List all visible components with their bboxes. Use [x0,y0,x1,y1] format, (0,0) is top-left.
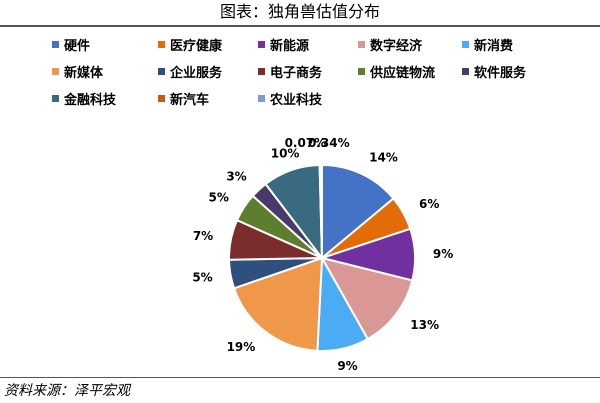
slice-data-label: 3% [226,169,246,183]
legend-swatch [462,67,469,75]
legend-swatch [258,94,265,102]
legend-swatch [158,94,165,102]
legend-label: 农业科技 [270,92,323,108]
legend-item: 软件服务 [462,62,527,81]
legend-label: 新消费 [474,38,514,54]
slice-data-label: 14% [369,151,398,165]
legend-label: 新能源 [270,38,310,54]
slice-data-label: 0.34% [308,136,350,150]
legend-item: 医疗健康 [158,35,223,54]
pie-chart: 14% 6% 9% 13% 9% 19% 5% 7% 5% 3% 10%0.07%0.34% [192,136,453,373]
legend-label: 企业服务 [170,65,223,81]
legend-label: 新汽车 [170,92,210,108]
legend: 硬件 医疗健康 新能源 数字经济 新消费新媒体 企业服务 电子商务 供应链物流 软件服务金融科技… [0,0,600,120]
legend-swatch [358,67,365,75]
slice-data-label: 10% [271,146,300,160]
pie-slice [318,163,323,259]
slice-data-label: 19% [227,340,256,354]
legend-item: 数字经济 [358,35,423,54]
legend-label: 软件服务 [474,65,527,81]
legend-label: 电子商务 [270,65,323,81]
legend-label: 新媒体 [64,65,104,81]
legend-item: 供应链物流 [358,62,436,81]
legend-swatch [258,40,265,48]
legend-label: 硬件 [64,38,91,54]
legend-item: 金融科技 [52,89,117,108]
slice-data-label: 5% [209,191,229,205]
legend-swatch [358,40,365,48]
source-note: 资料来源：泽平宏观 [4,383,130,399]
legend-item: 企业服务 [158,62,223,81]
legend-label: 数字经济 [370,38,423,54]
pie-slice [319,256,414,341]
chart-title: 图表：独角兽估值分布 [219,2,380,21]
slice-data-label: 9% [433,247,453,261]
pie-slice [321,163,395,261]
legend-swatch [462,40,469,48]
legend-label: 金融科技 [64,92,117,108]
legend-item: 电子商务 [258,62,323,81]
slice-data-label: 7% [193,229,213,243]
legend-swatch [258,67,265,75]
legend-label: 医疗健康 [170,38,223,54]
legend-item: 新消费 [462,35,514,54]
slice-data-label: 5% [192,270,212,284]
legend-label: 供应链物流 [370,65,436,81]
legend-swatch [52,67,59,75]
source-rule [0,377,600,378]
title-rule [0,25,600,27]
legend-item: 新汽车 [158,89,210,108]
legend-item: 硬件 [52,35,91,54]
legend-swatch [52,40,59,48]
legend-swatch [52,94,59,102]
legend-item: 农业科技 [258,89,323,108]
slice-data-label: 6% [419,197,439,211]
slice-data-label: 0.07% [285,136,327,150]
legend-swatch [158,67,165,75]
legend-item: 新媒体 [52,62,104,81]
legend-item: 新能源 [258,35,310,54]
slice-data-label: 13% [410,318,439,332]
slice-data-label: 9% [337,359,357,373]
legend-swatch [158,40,165,48]
